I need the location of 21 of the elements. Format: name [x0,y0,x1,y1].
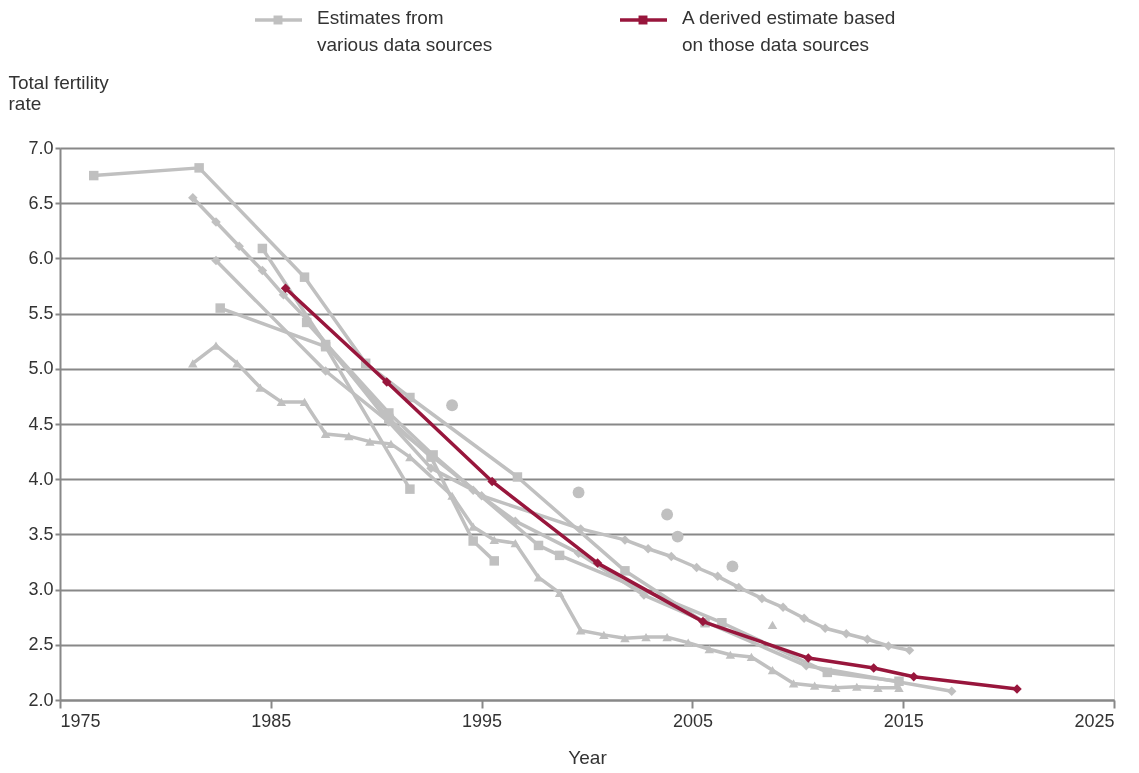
y-tick-label: 4.0 [28,468,54,489]
legend-label: A derived estimate based on those data sources [682,7,896,55]
legend-label: Estimates from various data sources [317,7,493,55]
y-axis-title: Total fertility rate [8,71,110,114]
x-tick-label: 2005 [672,710,713,731]
y-tick-label: 6.0 [28,247,54,268]
y-tick-label: 3.5 [28,523,54,544]
x-tick-label: 1995 [462,710,503,731]
x-tick-label: 2015 [883,710,924,731]
y-tick-label: 3.0 [28,579,54,600]
y-tick-label: 2.5 [28,634,54,655]
y-tick-label: 5.0 [28,358,54,379]
y-tick-label: 7.0 [28,137,54,158]
x-tick-label: 1985 [251,710,292,731]
y-tick-label: 5.5 [28,303,54,324]
x-tick-label: 1975 [60,710,101,731]
y-tick-label: 2.0 [28,689,54,710]
x-tick-label: 2025 [1074,710,1115,731]
y-tick-label: 6.5 [28,192,54,213]
x-axis-title: Year [568,746,608,768]
y-tick-label: 4.5 [28,413,54,434]
